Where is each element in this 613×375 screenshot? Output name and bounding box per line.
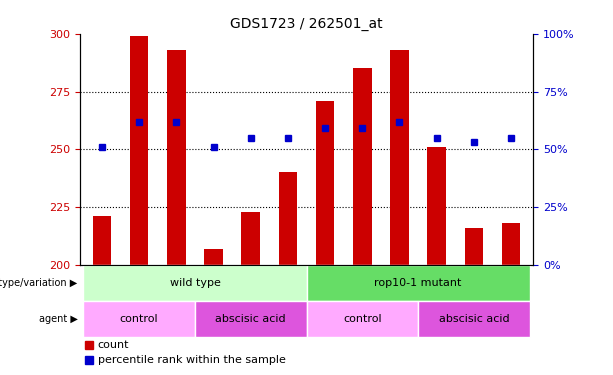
Text: abscisic acid: abscisic acid: [438, 314, 509, 324]
Text: GSM78338: GSM78338: [209, 267, 218, 316]
Text: GSM78336: GSM78336: [358, 267, 367, 316]
Bar: [306, 301, 418, 337]
Text: GSM78335: GSM78335: [321, 267, 330, 316]
Text: GSM78341: GSM78341: [432, 267, 441, 316]
Text: control: control: [120, 314, 159, 324]
Text: wild type: wild type: [170, 278, 221, 288]
Bar: [242, 211, 260, 265]
Bar: [427, 147, 446, 265]
Text: GSM78342: GSM78342: [470, 267, 478, 316]
Text: control: control: [343, 314, 381, 324]
Text: GSM78333: GSM78333: [135, 267, 143, 316]
Bar: [279, 172, 297, 265]
Text: genotype/variation ▶: genotype/variation ▶: [0, 278, 77, 288]
Text: agent ▶: agent ▶: [39, 314, 77, 324]
Text: GSM78337: GSM78337: [395, 267, 404, 316]
Bar: [130, 36, 148, 265]
Bar: [465, 228, 483, 265]
Bar: [306, 265, 530, 301]
Text: count: count: [98, 340, 129, 350]
Text: percentile rank within the sample: percentile rank within the sample: [98, 355, 286, 365]
Bar: [353, 68, 371, 265]
Text: abscisic acid: abscisic acid: [215, 314, 286, 324]
Bar: [501, 223, 520, 265]
Bar: [390, 50, 409, 265]
Bar: [83, 265, 306, 301]
Bar: [418, 301, 530, 337]
Bar: [93, 216, 112, 265]
Bar: [316, 101, 334, 265]
Text: rop10-1 mutant: rop10-1 mutant: [375, 278, 462, 288]
Bar: [195, 301, 306, 337]
Bar: [83, 301, 195, 337]
Text: GSM78339: GSM78339: [246, 267, 255, 316]
Title: GDS1723 / 262501_at: GDS1723 / 262501_at: [230, 17, 383, 32]
Text: GSM78334: GSM78334: [172, 267, 181, 316]
Text: GSM78332: GSM78332: [97, 267, 107, 316]
Bar: [204, 249, 223, 265]
Text: GSM78343: GSM78343: [506, 267, 516, 316]
Bar: [167, 50, 186, 265]
Text: GSM78340: GSM78340: [283, 267, 292, 316]
